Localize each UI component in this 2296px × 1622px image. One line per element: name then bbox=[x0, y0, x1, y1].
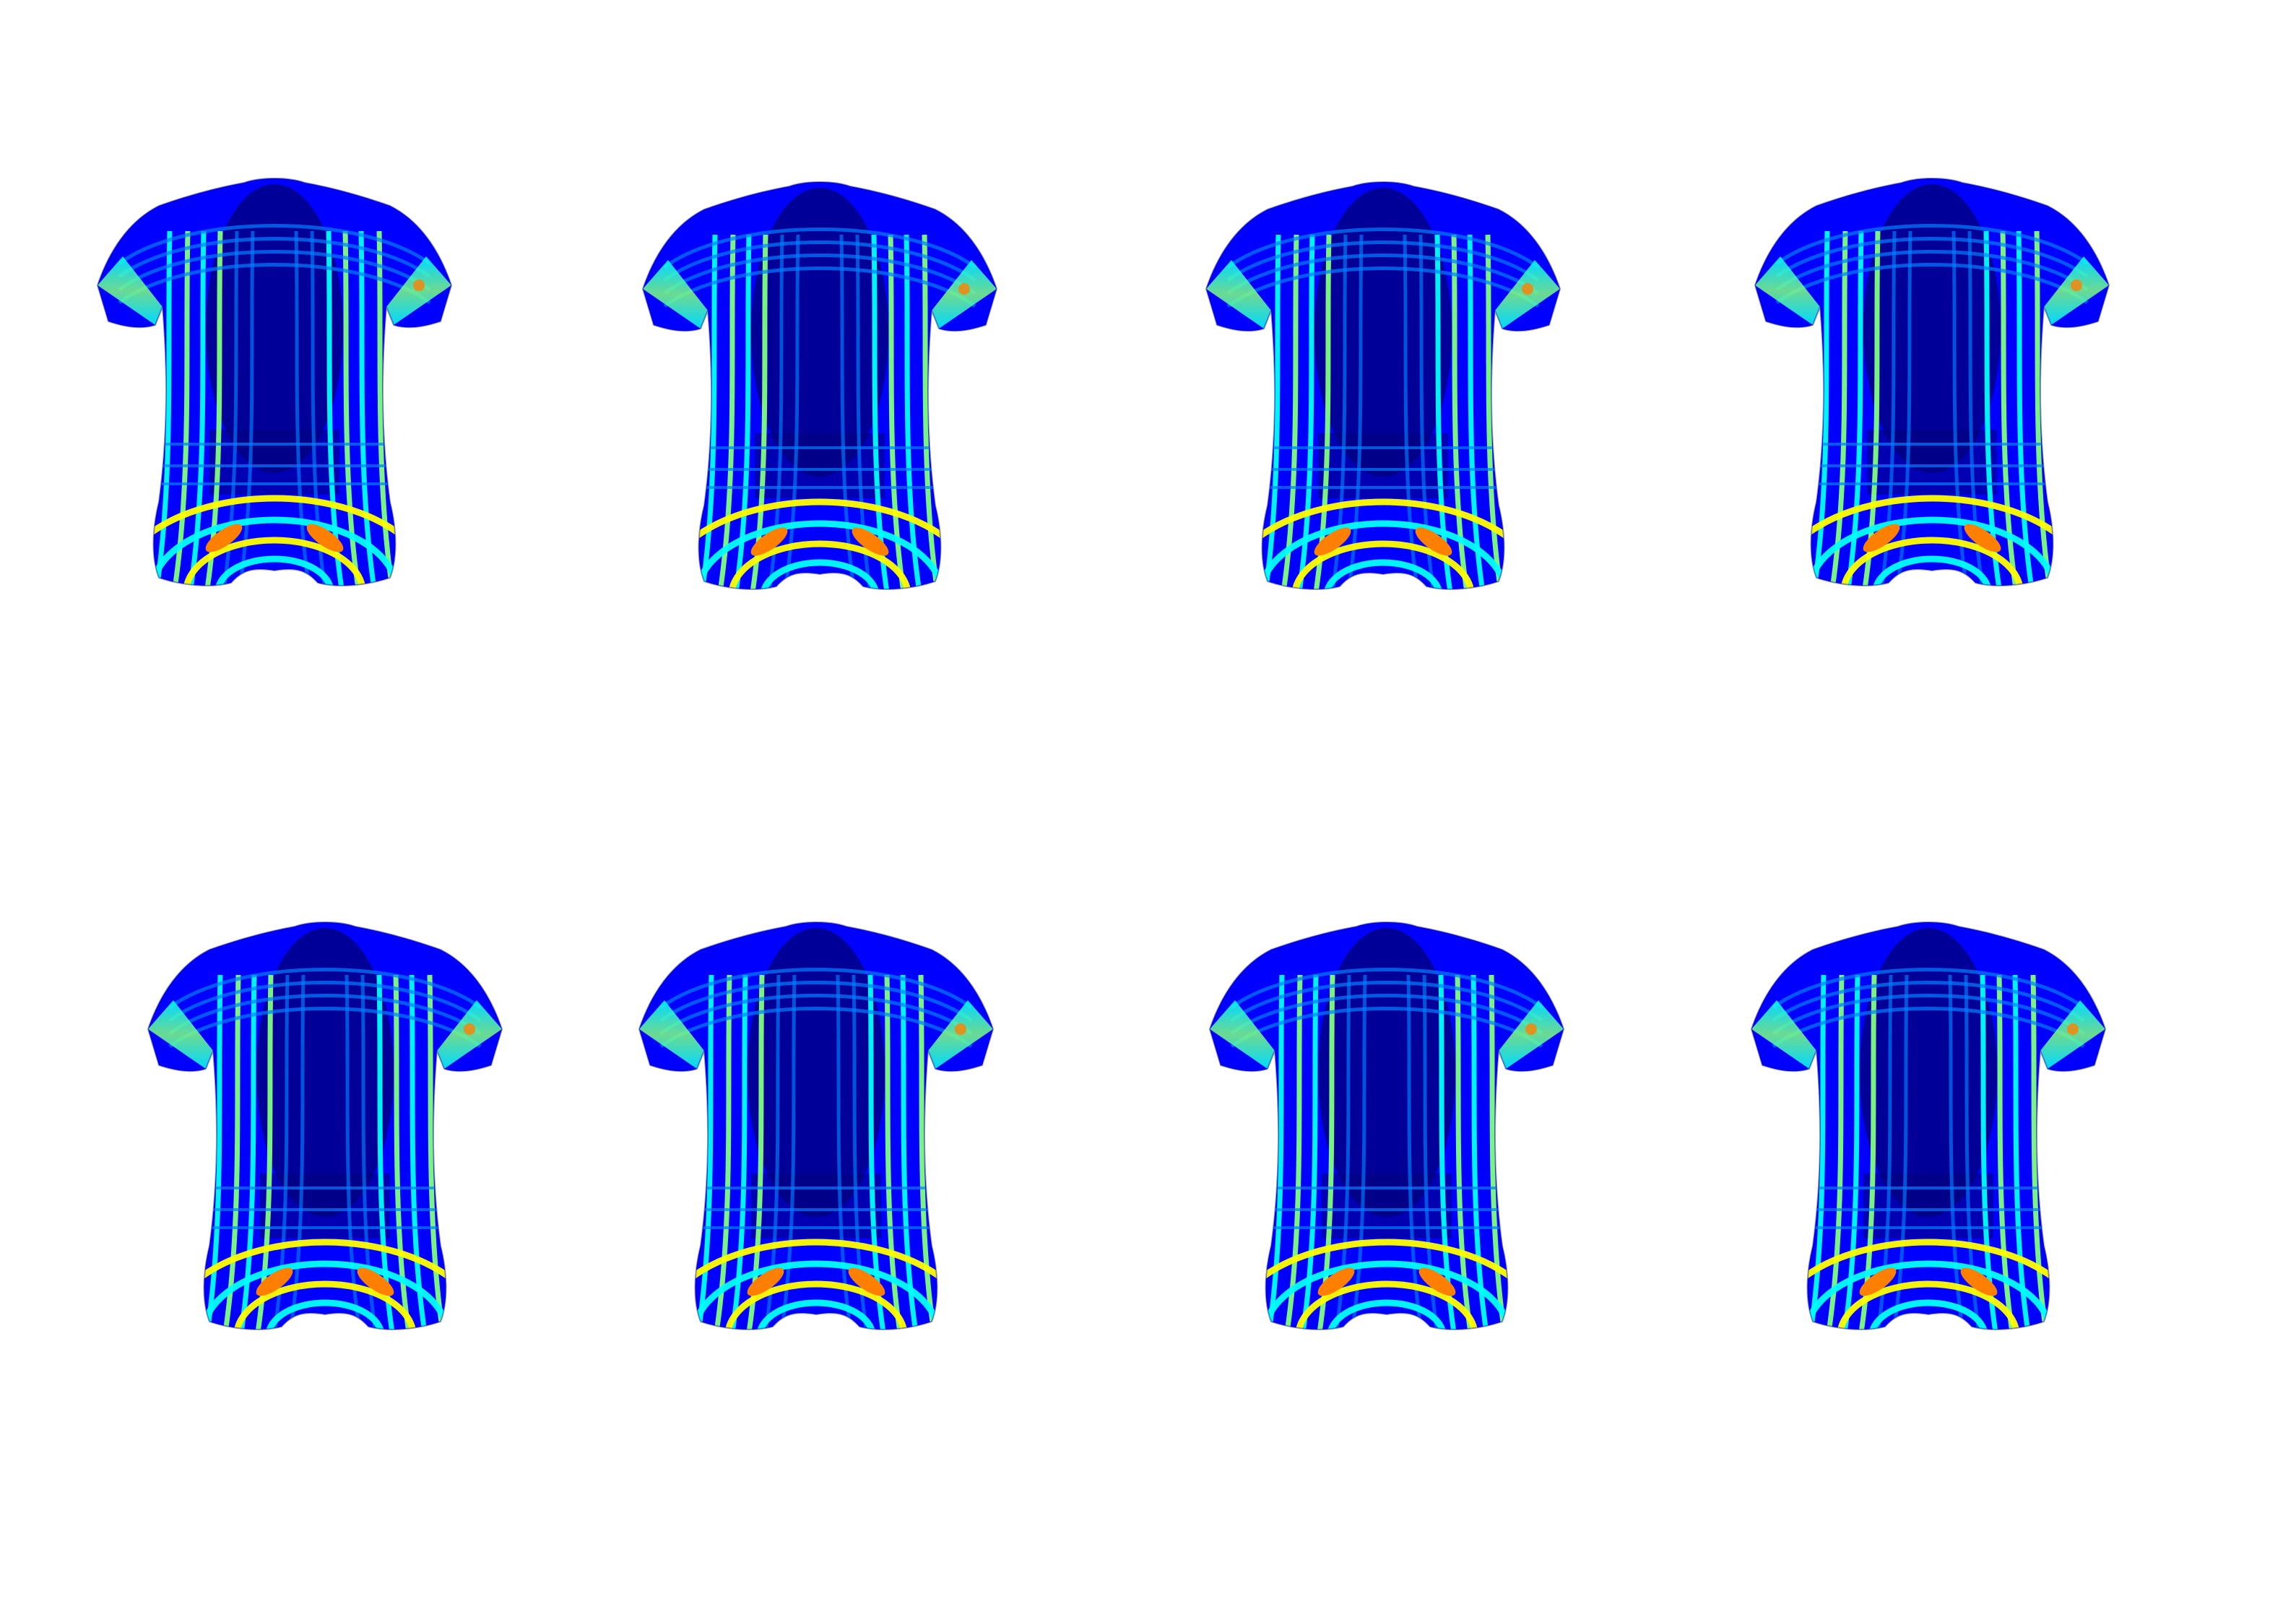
shirt-heatmap-panel bbox=[1188, 166, 1578, 614]
shirt-heatmap-panel bbox=[1733, 906, 2123, 1354]
shirt-heatmap-svg bbox=[1750, 921, 2107, 1330]
shirt-heatmap-svg bbox=[1208, 921, 1565, 1330]
shirt-heatmap-panel bbox=[621, 906, 1011, 1354]
shirt-heatmap-panel bbox=[625, 166, 1015, 614]
shirt-heatmap-panel bbox=[79, 162, 469, 610]
shirt-heatmap-panel bbox=[1192, 906, 1582, 1354]
shirt-heatmap-svg bbox=[147, 921, 503, 1330]
shirt-heatmap-svg bbox=[641, 181, 998, 590]
shirt-heatmap-svg bbox=[1754, 178, 2110, 586]
shirt-heatmap-svg bbox=[1205, 181, 1561, 590]
shirt-heatmap-svg bbox=[96, 178, 453, 586]
shirt-heatmap-svg bbox=[638, 921, 995, 1330]
shirt-heatmap-panel bbox=[130, 906, 520, 1354]
shirt-heatmap-panel bbox=[1737, 162, 2127, 610]
